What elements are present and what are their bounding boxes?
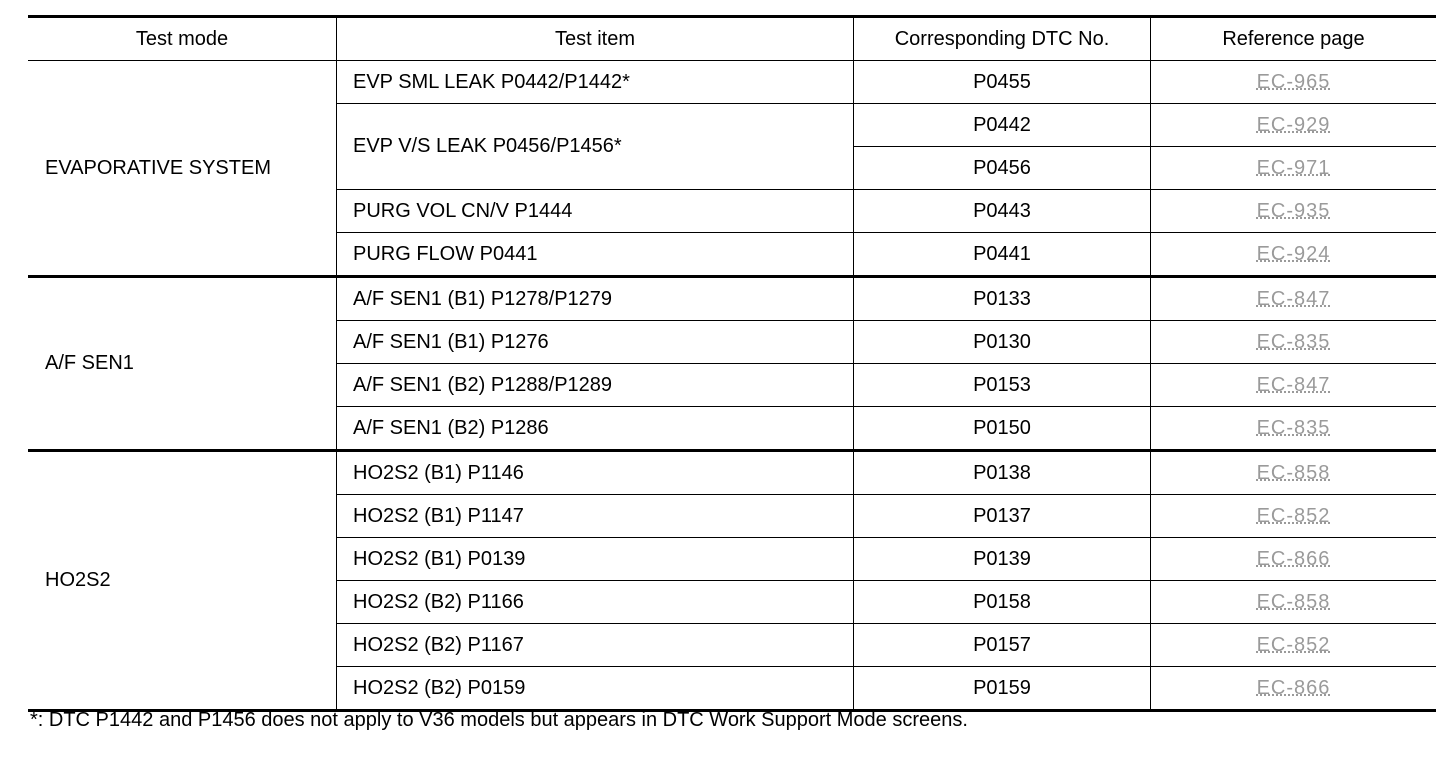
table-row: EVAPORATIVE SYSTEM EVP SML LEAK P0442/P14… xyxy=(28,60,1436,278)
test-item-cell: A/F SEN1 (B2) P1286 xyxy=(336,406,854,452)
table-row: PURG VOL CN/V P1444 P0443 EC-935 xyxy=(28,189,1436,233)
header-ref: Reference page xyxy=(1150,16,1436,61)
dtc-cell: P0137 xyxy=(853,494,1151,538)
dtc-cell: P0130 xyxy=(853,320,1151,364)
reference-link[interactable]: EC-866 xyxy=(1256,547,1331,570)
test-item-cell: A/F SEN1 (B2) P1288/P1289 xyxy=(336,363,854,407)
dtc-cell: P0456 xyxy=(853,146,1151,190)
test-mode-cell: HO2S2 xyxy=(28,450,337,712)
reference-link[interactable]: EC-935 xyxy=(1256,199,1331,222)
reference-link[interactable]: EC-965 xyxy=(1256,70,1331,93)
reference-cell: EC-935 xyxy=(1150,189,1436,233)
footnote: *: DTC P1442 and P1456 does not apply to… xyxy=(30,709,968,731)
table-row: HO2S2 (B2) P1167 P0157 EC-852 xyxy=(28,623,1436,667)
reference-link[interactable]: EC-858 xyxy=(1256,590,1331,613)
table-row: A/F SEN1 (B2) P1286 P0150 EC-835 xyxy=(28,406,1436,452)
dtc-cell: P0157 xyxy=(853,623,1151,667)
test-item-cell: EVP V/S LEAK P0456/P1456* xyxy=(336,103,854,190)
reference-cell: EC-847 xyxy=(1150,276,1436,321)
reference-cell: EC-858 xyxy=(1150,580,1436,624)
test-item-cell: HO2S2 (B1) P1146 xyxy=(336,450,854,495)
reference-link[interactable]: EC-847 xyxy=(1256,373,1331,396)
reference-link[interactable]: EC-835 xyxy=(1256,330,1331,353)
test-item-cell: A/F SEN1 (B1) P1276 xyxy=(336,320,854,364)
reference-link[interactable]: EC-924 xyxy=(1256,242,1331,265)
table-row: HO2S2 (B1) P1147 P0137 EC-852 xyxy=(28,494,1436,538)
reference-link[interactable]: EC-852 xyxy=(1256,504,1331,527)
table-row: HO2S2 HO2S2 (B1) P1146 P0138 EC-858 xyxy=(28,450,1436,712)
test-item-cell: PURG VOL CN/V P1444 xyxy=(336,189,854,233)
dtc-cell: P0153 xyxy=(853,363,1151,407)
table-row: EVP V/S LEAK P0456/P1456* P0442 EC-929 xyxy=(28,103,1436,190)
dtc-cell: P0138 xyxy=(853,450,1151,495)
table-row: HO2S2 (B2) P1166 P0158 EC-858 xyxy=(28,580,1436,624)
reference-cell: EC-835 xyxy=(1150,320,1436,364)
header-dtc: Corresponding DTC No. xyxy=(853,16,1151,61)
table-row: HO2S2 (B2) P0159 P0159 EC-866 xyxy=(28,666,1436,712)
reference-link[interactable]: EC-866 xyxy=(1256,676,1331,699)
test-mode-cell: EVAPORATIVE SYSTEM xyxy=(28,60,337,278)
test-item-cell: HO2S2 (B1) P1147 xyxy=(336,494,854,538)
header-row: Test mode Test item Corresponding DTC No… xyxy=(28,16,1436,61)
reference-link[interactable]: EC-847 xyxy=(1256,287,1331,310)
reference-link[interactable]: EC-858 xyxy=(1256,461,1331,484)
table-row: A/F SEN1 A/F SEN1 (B1) P1278/P1279 P0133 EC… xyxy=(28,276,1436,452)
dtc-cell: P0158 xyxy=(853,580,1151,624)
header-test-mode: Test mode xyxy=(28,16,337,61)
dtc-cell: P0133 xyxy=(853,276,1151,321)
reference-cell: EC-866 xyxy=(1150,666,1436,712)
test-item-cell: HO2S2 (B2) P0159 xyxy=(336,666,854,712)
test-mode-cell: A/F SEN1 xyxy=(28,276,337,452)
test-item-cell: HO2S2 (B2) P1167 xyxy=(336,623,854,667)
dtc-cell: P0139 xyxy=(853,537,1151,581)
reference-cell: EC-929 xyxy=(1150,103,1436,147)
reference-cell: EC-971 xyxy=(1150,146,1436,190)
reference-cell: EC-852 xyxy=(1150,623,1436,667)
test-item-cell: HO2S2 (B1) P0139 xyxy=(336,537,854,581)
test-item-cell: A/F SEN1 (B1) P1278/P1279 xyxy=(336,276,854,321)
reference-cell: EC-852 xyxy=(1150,494,1436,538)
table-row: A/F SEN1 (B1) P1276 P0130 EC-835 xyxy=(28,320,1436,364)
dtc-table: Test mode Test item Corresponding DTC No… xyxy=(28,15,1436,712)
reference-link[interactable]: EC-852 xyxy=(1256,633,1331,656)
dtc-cell: P0441 xyxy=(853,232,1151,278)
reference-link[interactable]: EC-929 xyxy=(1256,113,1331,136)
dtc-cell: P0455 xyxy=(853,60,1151,104)
test-item-cell: PURG FLOW P0441 xyxy=(336,232,854,278)
dtc-cell: P0159 xyxy=(853,666,1151,712)
dtc-cell: P0442 xyxy=(853,103,1151,147)
reference-cell: EC-858 xyxy=(1150,450,1436,495)
reference-cell: EC-965 xyxy=(1150,60,1436,104)
table-row: PURG FLOW P0441 P0441 EC-924 xyxy=(28,232,1436,278)
reference-cell: EC-835 xyxy=(1150,406,1436,452)
test-item-cell: HO2S2 (B2) P1166 xyxy=(336,580,854,624)
dtc-cell: P0150 xyxy=(853,406,1151,452)
reference-cell: EC-924 xyxy=(1150,232,1436,278)
reference-cell: EC-847 xyxy=(1150,363,1436,407)
table-row: P0456 EC-971 xyxy=(28,146,1436,190)
dtc-cell: P0443 xyxy=(853,189,1151,233)
reference-cell: EC-866 xyxy=(1150,537,1436,581)
table-row: HO2S2 (B1) P0139 P0139 EC-866 xyxy=(28,537,1436,581)
reference-link[interactable]: EC-971 xyxy=(1256,156,1331,179)
test-item-cell: EVP SML LEAK P0442/P1442* xyxy=(336,60,854,104)
table-row: A/F SEN1 (B2) P1288/P1289 P0153 EC-847 xyxy=(28,363,1436,407)
header-test-item: Test item xyxy=(336,16,854,61)
reference-link[interactable]: EC-835 xyxy=(1256,416,1331,439)
